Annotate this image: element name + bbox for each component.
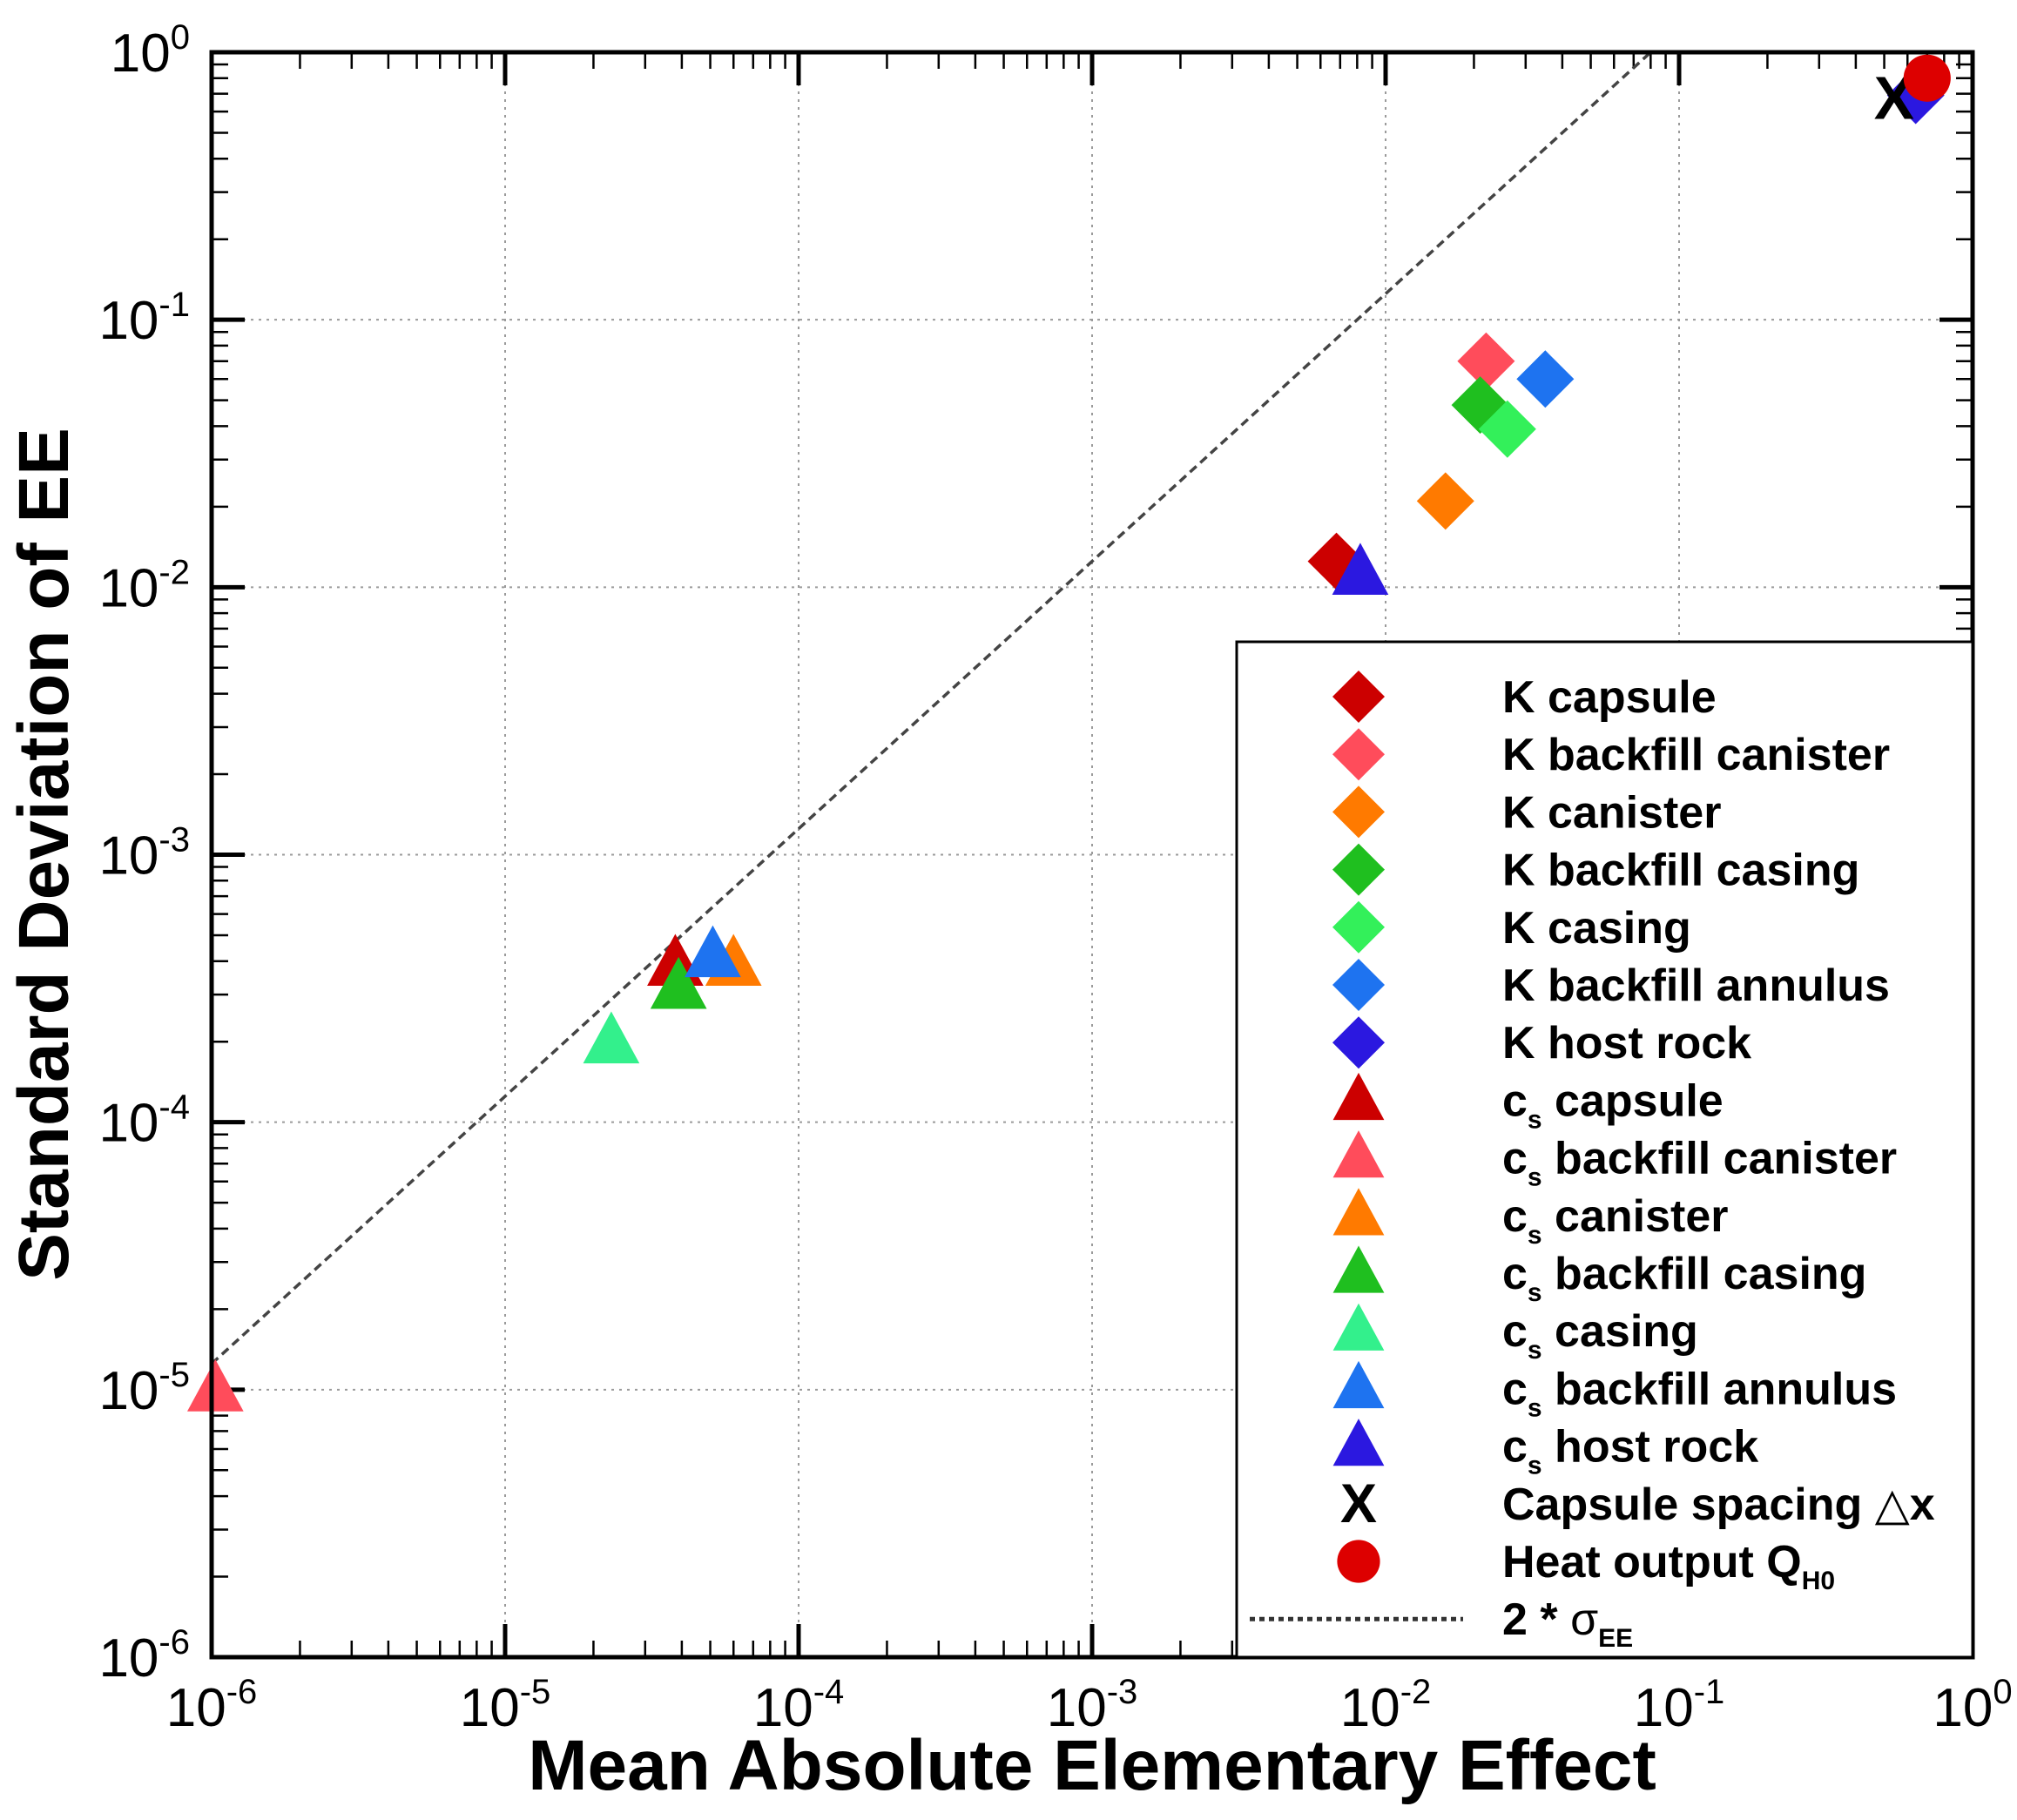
point-cs-host-rock [1332, 543, 1389, 595]
legend-marker-cs-backfill-casing [1332, 1245, 1385, 1293]
legend-marker-k-backfill-annulus [1332, 959, 1385, 1011]
x-tick-label-0: 10-6 [166, 1673, 258, 1738]
x-tick-label-3: 10-3 [1047, 1673, 1138, 1738]
legend-label-k-canister: K canister [1502, 787, 1721, 838]
legend-label-cs-host-rock: cs host rock [1502, 1422, 1758, 1480]
x-axis-title: Mean Absolute Elementary Effect [528, 1726, 1656, 1805]
legend-marker-cs-backfill-annulus [1332, 1360, 1385, 1409]
legend-marker-capsule-spacing: X [1340, 1473, 1377, 1534]
legend-marker-cs-casing [1332, 1303, 1385, 1351]
point-k-casing [1478, 400, 1536, 458]
legend-label-heat-output: Heat output QH0 [1502, 1537, 1835, 1595]
legend-label-capsule-spacing: Capsule spacing △x [1502, 1480, 1935, 1530]
y-tick-label-2: 10-4 [98, 1089, 190, 1154]
point-heat-output [1903, 54, 1951, 102]
legend-label-cs-backfill-annulus: cs backfill annulus [1502, 1364, 1897, 1422]
legend-label-cs-backfill-casing: cs backfill casing [1502, 1249, 1866, 1307]
y-tick-label-5: 10-1 [98, 286, 190, 351]
legend-marker-k-capsule [1332, 671, 1385, 723]
legend-marker-cs-host-rock [1332, 1419, 1385, 1466]
x-tick-label-1: 10-5 [460, 1673, 551, 1738]
legend-label-reference-line: 2 * σEE [1502, 1594, 1633, 1653]
point-cs-backfill-annulus [685, 925, 741, 978]
legend-marker-heat-output [1337, 1540, 1380, 1583]
point-cs-casing [583, 1011, 640, 1064]
point-k-canister [1416, 472, 1474, 530]
legend-marker-cs-backfill-canister [1332, 1130, 1385, 1178]
legend-marker-k-backfill-casing [1332, 843, 1385, 896]
x-tick-label-2: 10-4 [753, 1673, 845, 1738]
data-points: X [186, 54, 1951, 1412]
legend-marker-k-backfill-canister [1332, 728, 1385, 781]
legend-marker-k-canister [1332, 785, 1385, 839]
y-axis-title: Standard Deviation of EE [4, 428, 84, 1281]
y-tick-label-4: 10-2 [98, 553, 190, 618]
x-tick-label-4: 10-2 [1340, 1673, 1432, 1738]
legend-label-k-backfill-annulus: K backfill annulus [1502, 961, 1890, 1011]
y-tick-label-0: 10-6 [98, 1623, 190, 1689]
y-tick-label-3: 10-3 [98, 821, 190, 886]
legend-label-k-backfill-canister: K backfill canister [1502, 730, 1890, 780]
legend-marker-cs-capsule [1332, 1072, 1385, 1121]
point-cs-backfill-canister [186, 1359, 244, 1412]
point-k-backfill-canister [1457, 332, 1515, 390]
legend-label-k-capsule: K capsule [1502, 672, 1717, 723]
x-tick-label-6: 100 [1933, 1673, 2012, 1738]
y-tick-label-6: 100 [111, 18, 190, 84]
legend-label-k-backfill-casing: K backfill casing [1502, 846, 1859, 896]
legend: K capsule K backfill canister K canister K … [1235, 640, 1974, 1659]
legend-marker-k-host-rock [1332, 1016, 1385, 1069]
legend-label-k-host-rock: K host rock [1502, 1018, 1751, 1068]
legend-marker-cs-canister [1332, 1188, 1385, 1236]
legend-label-cs-canister: cs canister [1502, 1191, 1729, 1250]
legend-label-cs-casing: cs casing [1502, 1306, 1698, 1365]
point-cs-backfill-casing [650, 956, 707, 1009]
legend-label-cs-capsule: cs capsule [1502, 1075, 1724, 1134]
legend-marker-k-casing [1332, 900, 1385, 954]
tick-labels: 10-610-6 10-5 10-5 10-4 10-4 10-3 10-3 10-2 10-2… [98, 18, 2012, 1738]
y-tick-label-1: 10-5 [98, 1356, 190, 1421]
x-tick-label-5: 10-1 [1634, 1673, 1725, 1738]
legend-label-k-casing: K casing [1502, 903, 1691, 954]
reference-line-2-sigma [212, 52, 1653, 1365]
point-k-backfill-annulus [1516, 350, 1575, 408]
legend-label-cs-backfill-canister: cs backfill canister [1502, 1134, 1897, 1192]
reference-line-group [212, 52, 1653, 1365]
